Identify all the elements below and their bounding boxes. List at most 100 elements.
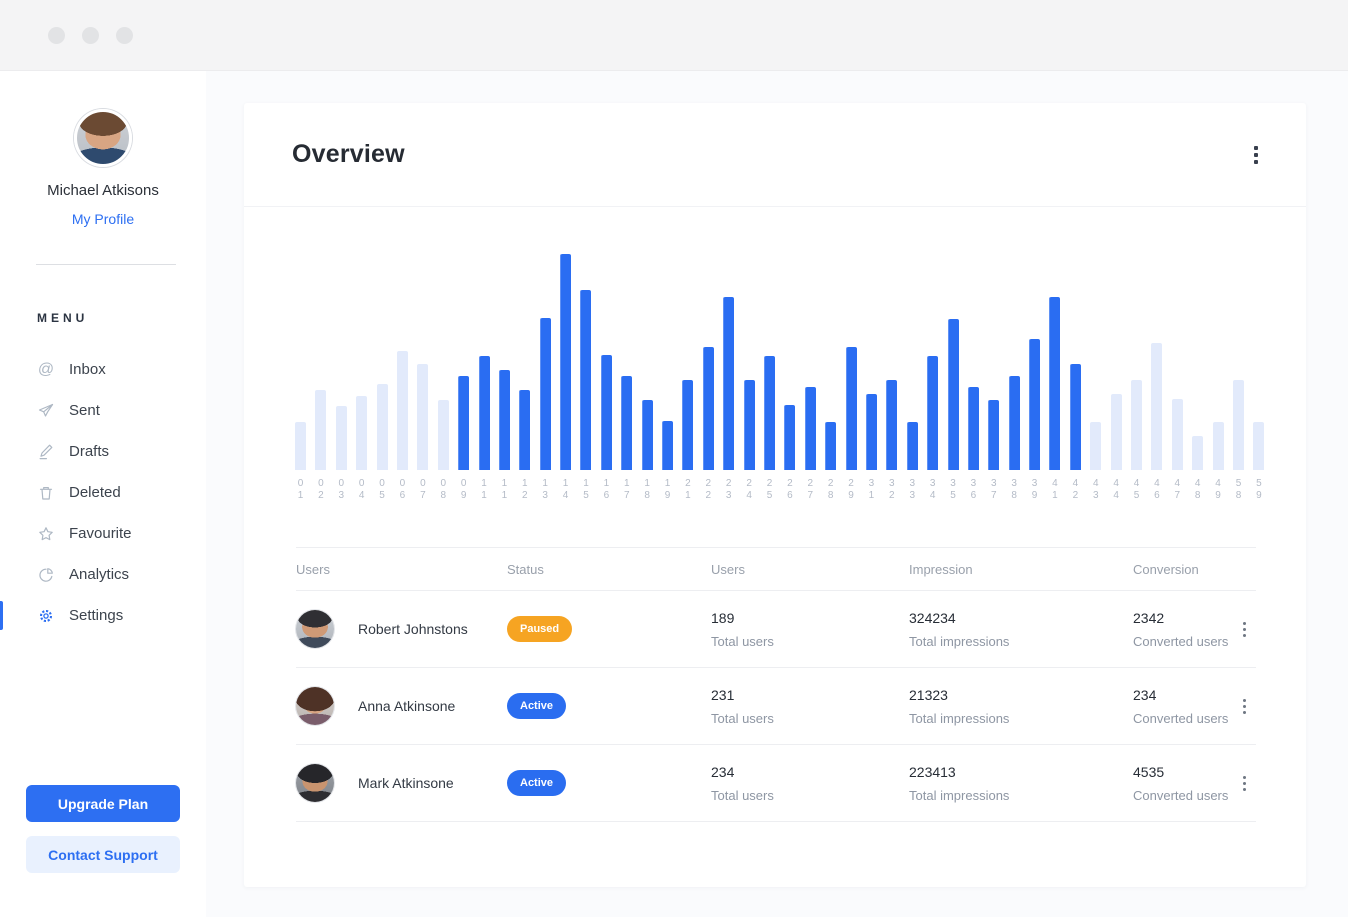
chart-bar bbox=[1192, 436, 1204, 470]
upgrade-plan-button[interactable]: Upgrade Plan bbox=[26, 785, 180, 822]
chart-bar bbox=[1212, 422, 1224, 470]
user-name: Anna Atkinsone bbox=[358, 698, 456, 714]
column-header-impression: Impression bbox=[909, 561, 973, 577]
user-name: Mark Atkinsone bbox=[358, 775, 454, 791]
row-menu-button[interactable] bbox=[1232, 770, 1256, 796]
card-menu-button[interactable] bbox=[1250, 140, 1262, 169]
window-minimize-button[interactable] bbox=[82, 26, 99, 44]
total-users-label: Total users bbox=[711, 633, 774, 649]
chart-bar bbox=[702, 347, 714, 470]
sidebar-item-deleted[interactable]: Deleted bbox=[0, 472, 206, 513]
profile-name: Michael Atkisons bbox=[47, 182, 159, 199]
star-icon bbox=[37, 525, 55, 543]
converted-users-value: 4535 bbox=[1133, 763, 1165, 780]
chart-bar bbox=[1090, 422, 1102, 470]
total-impressions-label: Total impressions bbox=[909, 710, 1010, 726]
converted-users-value: 2342 bbox=[1133, 609, 1165, 626]
table-body: Robert Johnstons Paused 189 Total users 3242… bbox=[296, 591, 1256, 822]
chart-bar bbox=[682, 380, 694, 470]
profile-avatar bbox=[74, 109, 132, 167]
sidebar-item-analytics[interactable]: Analytics bbox=[0, 554, 206, 595]
chart-bar bbox=[641, 400, 653, 470]
sidebar-item-inbox[interactable]: @ Inbox bbox=[0, 349, 206, 390]
sidebar-item-label: Drafts bbox=[69, 443, 110, 460]
chart-bar bbox=[1110, 394, 1122, 470]
chart-bar bbox=[478, 356, 490, 470]
my-profile-link[interactable]: My Profile bbox=[71, 211, 135, 227]
row-menu-button[interactable] bbox=[1232, 616, 1256, 642]
sidebar-item-label: Deleted bbox=[69, 484, 121, 501]
chart-bar bbox=[498, 370, 510, 470]
total-impressions-label: Total impressions bbox=[909, 633, 1010, 649]
chart-bar bbox=[723, 297, 735, 470]
sidebar-item-sent[interactable]: Sent bbox=[0, 390, 206, 431]
avatar bbox=[296, 687, 334, 725]
chart-bar bbox=[621, 376, 633, 470]
row-menu-button[interactable] bbox=[1232, 693, 1256, 719]
chart-bar bbox=[1171, 399, 1183, 470]
sidebar-item-label: Inbox bbox=[69, 361, 106, 378]
chart-bar bbox=[886, 380, 898, 470]
converted-users-label: Converted users bbox=[1133, 787, 1229, 803]
window-zoom-button[interactable] bbox=[116, 26, 133, 44]
chart-bar bbox=[560, 254, 572, 470]
chart-bar bbox=[804, 387, 816, 470]
column-header-users: Users bbox=[296, 561, 330, 577]
total-users-label: Total users bbox=[711, 710, 774, 726]
sidebar-item-favourite[interactable]: Favourite bbox=[0, 513, 206, 554]
table-header-row: Users Status Users Impression Conversion bbox=[296, 548, 1256, 591]
total-impressions-value: 223413 bbox=[909, 763, 956, 780]
gear-icon bbox=[37, 607, 55, 625]
total-impressions-label: Total impressions bbox=[909, 787, 1010, 803]
status-badge: Active bbox=[507, 770, 567, 796]
table-row: Mark Atkinsone Active 234 Total users 223413… bbox=[296, 745, 1256, 822]
chart-bar bbox=[1008, 376, 1020, 470]
sidebar-item-settings[interactable]: Settings bbox=[0, 595, 206, 636]
column-header-users-count: Users bbox=[711, 561, 745, 577]
contact-support-button[interactable]: Contact Support bbox=[26, 836, 180, 873]
send-icon bbox=[37, 402, 55, 420]
avatar bbox=[296, 764, 334, 802]
sidebar-item-drafts[interactable]: Drafts bbox=[0, 431, 206, 472]
chart-bar bbox=[376, 384, 388, 470]
chart-bar bbox=[417, 364, 429, 470]
sidebar-menu: @ Inbox Sent Drafts Deleted Favourite Analytic… bbox=[0, 349, 206, 636]
window-close-button[interactable] bbox=[48, 26, 65, 44]
chart-bar bbox=[315, 390, 327, 470]
total-impressions-value: 21323 bbox=[909, 686, 948, 703]
